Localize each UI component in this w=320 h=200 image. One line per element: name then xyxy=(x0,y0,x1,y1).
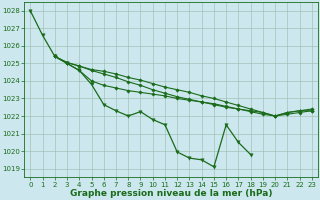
X-axis label: Graphe pression niveau de la mer (hPa): Graphe pression niveau de la mer (hPa) xyxy=(70,189,272,198)
